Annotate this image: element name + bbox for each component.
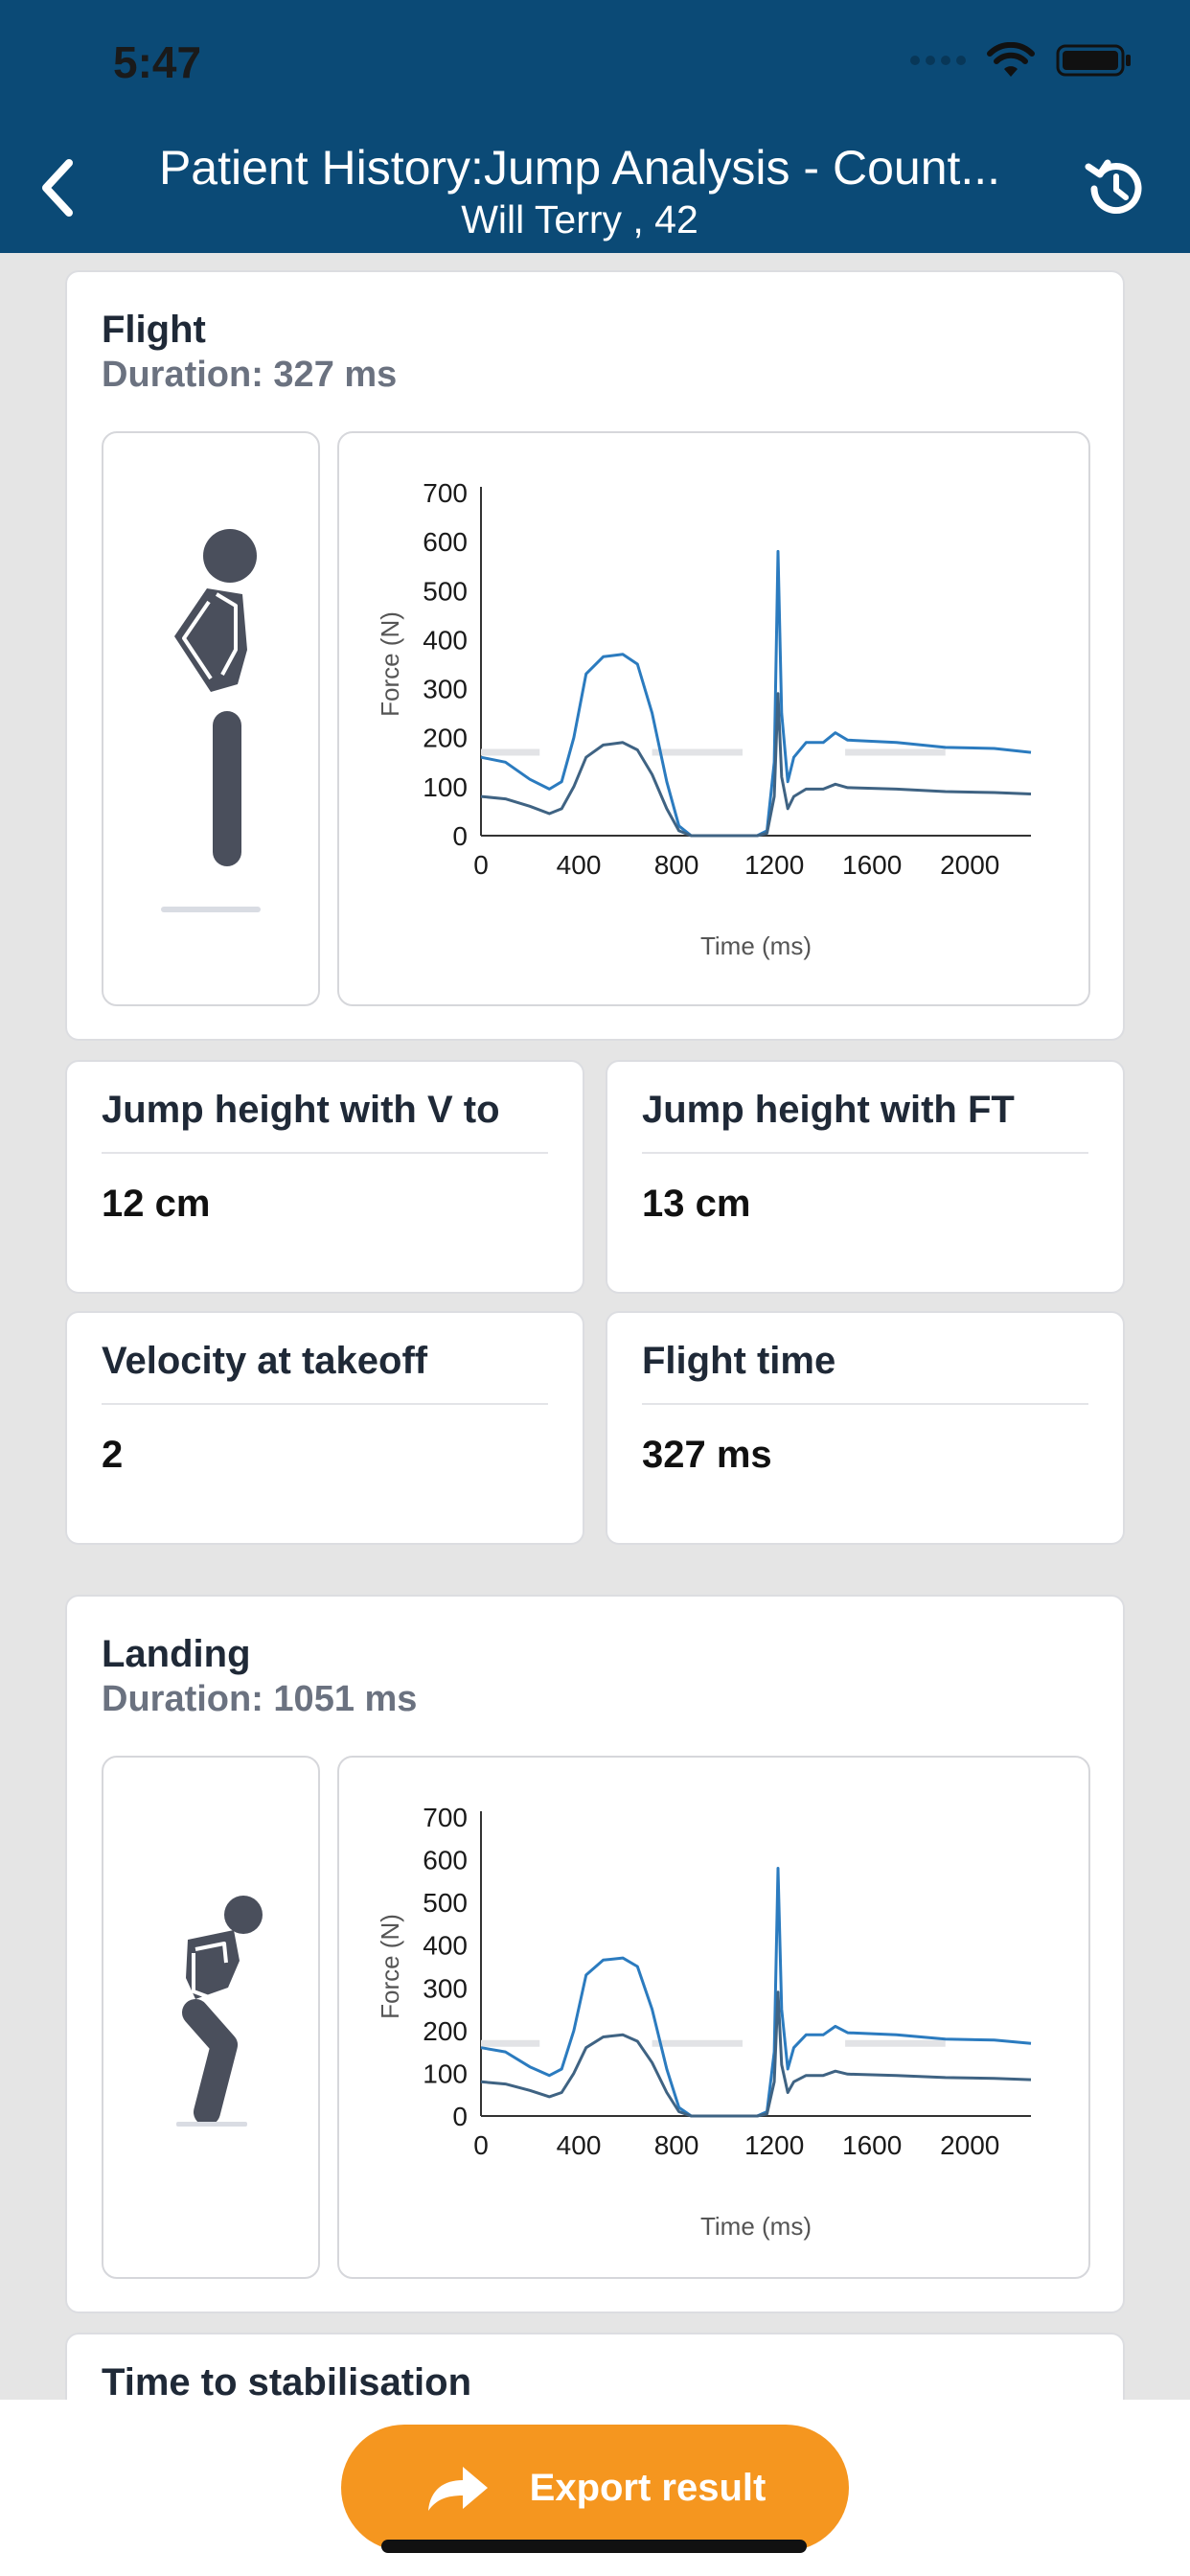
x-tick-label: 2000: [940, 850, 999, 880]
x-tick-label: 1600: [842, 850, 902, 880]
battery-icon: [1056, 44, 1131, 77]
metric-value: 13 cm: [642, 1183, 751, 1225]
metric-label: Velocity at takeoff: [102, 1340, 428, 1382]
metric-value: 2: [102, 1434, 124, 1476]
flight-pose-figure: [102, 431, 320, 1006]
patient-subtitle: Will Terry , 42: [461, 197, 698, 242]
divider: [102, 1403, 548, 1405]
cellular-signal-icon: [910, 56, 966, 65]
history-icon[interactable]: [1081, 153, 1152, 224]
metric-value: 12 cm: [102, 1183, 211, 1225]
export-result-button[interactable]: Export result: [341, 2425, 849, 2551]
x-tick-label: 400: [557, 2130, 602, 2160]
x-axis-label: Time (ms): [700, 932, 812, 960]
phase-title: Landing: [102, 1633, 251, 1675]
stabilisation-card: Time to stabilisation: [65, 2333, 1125, 2400]
y-tick-label: 600: [423, 1846, 468, 1875]
home-indicator: [381, 2540, 807, 2553]
x-tick-label: 0: [473, 850, 489, 880]
y-tick-label: 100: [423, 2058, 468, 2088]
metric-label: Flight time: [642, 1340, 836, 1382]
x-tick-label: 400: [557, 850, 602, 880]
series-line-2: [480, 692, 1032, 838]
app-header: 5:47 Patient History:Jump Analysis - Cou…: [0, 0, 1190, 253]
y-tick-label: 500: [423, 1888, 468, 1918]
x-tick-label: 800: [654, 850, 699, 880]
flight-force-chart: 0 100 200 300 400 500 600 700 0 400 800 1200 1600 200…: [337, 431, 1090, 1006]
y-tick-label: 200: [423, 2016, 468, 2046]
phase-duration: Duration: 1051 ms: [102, 1679, 418, 1719]
metric-value: 327 ms: [642, 1434, 772, 1476]
divider: [642, 1152, 1088, 1154]
divider: [102, 1152, 548, 1154]
metric-card-jump-height-flight-time: Jump height with FT 13 cm: [606, 1060, 1125, 1294]
y-tick-label: 300: [423, 675, 468, 704]
y-tick-label: 300: [423, 1973, 468, 2003]
y-tick-label: 600: [423, 527, 468, 557]
landing-force-chart: 0 100 200 300 400 500 600 700 0 400 800 1200 1600 200…: [337, 1756, 1090, 2279]
x-tick-label: 1200: [744, 2130, 804, 2160]
jumper-flight-icon: [161, 529, 261, 912]
phase-title: Flight: [102, 309, 206, 351]
y-tick-label: 200: [423, 724, 468, 753]
share-arrow-icon: [427, 2467, 488, 2511]
x-tick-label: 1600: [842, 2130, 902, 2160]
metric-card-flight-time: Flight time 327 ms: [606, 1311, 1125, 1545]
x-tick-label: 2000: [940, 2130, 999, 2160]
status-icons: [910, 42, 1133, 79]
y-tick-label: 400: [423, 625, 468, 655]
metric-card-velocity-takeoff: Velocity at takeoff 2: [65, 1311, 584, 1545]
x-tick-label: 800: [654, 2130, 699, 2160]
phase-duration: Duration: 327 ms: [102, 355, 398, 395]
x-tick-label: 1200: [744, 850, 804, 880]
x-tick-label: 0: [473, 2130, 489, 2160]
force-time-chart-flight: 0 100 200 300 400 500 600 700 0 400 800 1200 1600 200…: [376, 478, 1032, 960]
y-tick-label: 100: [423, 772, 468, 802]
wifi-icon: [987, 42, 1035, 77]
landing-phase-card: Landing Duration: 1051 ms 0 100 200 300 400 5…: [65, 1595, 1125, 2313]
y-tick-label: 0: [452, 821, 468, 851]
series-line-2: [480, 1990, 1032, 2118]
section-title: Time to stabilisation: [102, 2361, 471, 2400]
divider: [642, 1403, 1088, 1405]
y-axis-label: Force (N): [376, 611, 404, 717]
y-tick-label: 400: [423, 1931, 468, 1961]
y-axis-label: Force (N): [376, 1914, 404, 2019]
x-axis-label: Time (ms): [700, 2212, 812, 2241]
results-scroll-area[interactable]: Flight Duration: 327 ms 0 100 200 300 400 500…: [17, 253, 1173, 2400]
flight-phase-card: Flight Duration: 327 ms 0 100 200 300 400 500…: [65, 270, 1125, 1041]
export-result-label: Export result: [529, 2466, 767, 2509]
y-tick-label: 700: [423, 1803, 468, 1832]
metric-card-jump-height-velocity: Jump height with V to 12 cm: [65, 1060, 584, 1294]
landing-pose-figure: [102, 1756, 320, 2279]
status-time: 5:47: [113, 37, 202, 87]
force-time-chart-landing: 0 100 200 300 400 500 600 700 0 400 800 1200 1600 200…: [376, 1803, 1032, 2241]
y-tick-label: 500: [423, 576, 468, 606]
page-title: Patient History:Jump Analysis - Count...: [158, 141, 1001, 195]
metric-label: Jump height with FT: [642, 1089, 1015, 1131]
jumper-landing-icon: [176, 1896, 263, 2127]
metric-label: Jump height with V to: [102, 1089, 500, 1131]
y-tick-label: 700: [423, 478, 468, 508]
back-chevron-icon[interactable]: [31, 153, 84, 222]
y-tick-label: 0: [452, 2102, 468, 2131]
